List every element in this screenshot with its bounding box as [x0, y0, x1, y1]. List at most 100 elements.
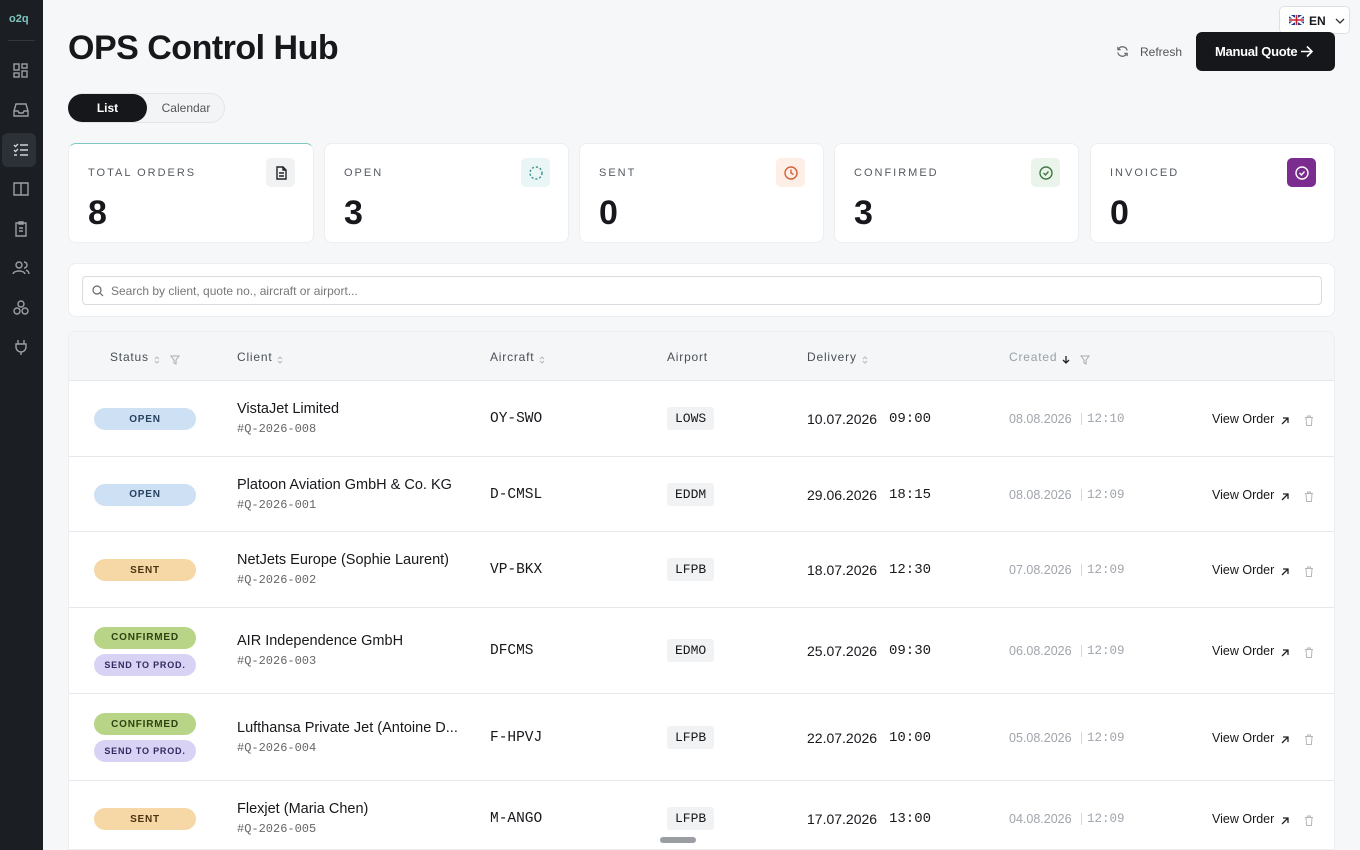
view-order-link[interactable]: View Order — [1212, 412, 1275, 426]
aircraft: M-ANGO — [490, 811, 543, 827]
sort-icons — [1062, 352, 1091, 370]
client-name: NetJets Europe (Sophie Laurent) — [237, 552, 449, 568]
external-icon — [1280, 645, 1290, 663]
created-date: 08.08.2026 — [1009, 412, 1072, 426]
tab-calendar[interactable]: Calendar — [161, 101, 211, 115]
delete-button[interactable] — [1304, 564, 1314, 582]
quote-number: #Q-2026-004 — [237, 740, 317, 755]
nav-plugin[interactable] — [11, 337, 31, 357]
logo[interactable]: o2q — [9, 13, 29, 25]
column-header[interactable]: Status — [110, 350, 149, 364]
quote-number: #Q-2026-002 — [237, 573, 317, 587]
column-header[interactable]: Aircraft — [490, 350, 535, 364]
quote-number: #Q-2026-003 — [237, 654, 317, 668]
created-date: 07.08.2026 — [1009, 563, 1072, 577]
stat-icon — [266, 158, 295, 187]
order-row: OPEN VistaJet Limited #Q-2026-008 OY-SWO LOW… — [69, 380, 1334, 456]
nav-users[interactable] — [11, 258, 31, 278]
view-order-link[interactable]: View Order — [1212, 563, 1275, 577]
column-header[interactable]: Client — [237, 350, 273, 364]
sort-icons — [154, 352, 180, 370]
refresh-button[interactable]: Refresh — [1114, 42, 1184, 62]
external-icon — [1280, 413, 1290, 431]
created-time: 12:09 — [1087, 812, 1125, 826]
view-order-link[interactable]: View Order — [1212, 812, 1275, 826]
refresh-label: Refresh — [1140, 45, 1183, 59]
sort-icons — [539, 352, 545, 370]
stat-card: TOTAL ORDERS 8 — [68, 143, 314, 243]
divider — [1081, 564, 1082, 576]
nav-inbox[interactable] — [11, 100, 31, 120]
created-time: 12:09 — [1087, 644, 1125, 658]
nav-book[interactable] — [11, 179, 31, 199]
stat-label: OPEN — [344, 167, 384, 179]
table-header: Status Client Aircraft Airport Delivery Creat… — [69, 332, 1334, 380]
delivery-date: 22.07.2026 — [807, 729, 878, 746]
order-row: CONFIRMED SEND TO PROD. AIR Independence G… — [69, 607, 1334, 693]
created-date: 05.08.2026 — [1009, 730, 1072, 745]
aircraft: F-HPVJ — [490, 729, 543, 746]
stat-icon — [776, 158, 805, 187]
column-header[interactable]: Created — [1009, 350, 1058, 364]
nav-orders[interactable] — [11, 140, 31, 160]
sidebar: o2q — [0, 0, 43, 850]
order-row: OPEN Platoon Aviation GmbH & Co. KG #Q-202… — [69, 456, 1334, 531]
status-pill: CONFIRMED — [94, 713, 196, 735]
status-pill: SEND TO PROD. — [94, 740, 196, 762]
stat-label: CONFIRMED — [854, 167, 939, 179]
stat-label: INVOICED — [1110, 167, 1180, 179]
stat-icon — [521, 158, 550, 187]
delete-button[interactable] — [1304, 732, 1314, 750]
stat-icon — [1031, 158, 1060, 187]
delivery-time: 10:00 — [889, 729, 932, 746]
divider — [1081, 645, 1082, 657]
column-header[interactable]: Airport — [667, 350, 708, 364]
status-pill: OPEN — [94, 408, 196, 430]
aircraft: D-CMSL — [490, 486, 543, 503]
client-name: Flexjet (Maria Chen) — [237, 801, 369, 817]
view-order-link[interactable]: View Order — [1212, 644, 1275, 658]
aircraft: OY-SWO — [490, 411, 543, 427]
status-pill: OPEN — [94, 483, 196, 506]
tab-list[interactable]: List — [68, 94, 147, 122]
client-name: AIR Independence GmbH — [237, 633, 404, 649]
language-select[interactable]: EN — [1279, 6, 1350, 34]
divider — [1081, 813, 1082, 825]
aircraft: DFCMS — [490, 643, 534, 659]
stat-label: SENT — [599, 167, 637, 179]
stat-value: 0 — [1110, 194, 1129, 232]
delete-button[interactable] — [1304, 813, 1314, 831]
nav-network[interactable] — [11, 298, 31, 318]
external-icon — [1280, 813, 1290, 831]
status-pill: SEND TO PROD. — [94, 653, 196, 676]
order-row: CONFIRMED SEND TO PROD. Lufthansa Private … — [69, 693, 1334, 780]
order-row: SENT NetJets Europe (Sophie Laurent) #Q-20… — [69, 531, 1334, 607]
language-label: EN — [1309, 14, 1326, 28]
divider — [1081, 488, 1082, 501]
nav-dashboard[interactable] — [11, 61, 31, 81]
column-header[interactable]: Delivery — [807, 350, 857, 364]
view-order-link[interactable]: View Order — [1212, 730, 1275, 745]
airport: LFPB — [667, 807, 715, 830]
stat-icon — [1287, 158, 1316, 187]
created-time: 12:09 — [1087, 730, 1125, 745]
stat-value: 0 — [599, 194, 618, 232]
delete-button[interactable] — [1304, 413, 1314, 431]
divider — [1081, 413, 1082, 425]
nav-clipboard[interactable] — [11, 219, 31, 239]
external-icon — [1280, 732, 1290, 750]
order-row: SENT Flexjet (Maria Chen) #Q-2026-005 M-ANG… — [69, 780, 1334, 849]
manual-quote-button[interactable]: Manual Quote — [1196, 32, 1335, 71]
view-order-link[interactable]: View Order — [1212, 487, 1275, 502]
stat-card: CONFIRMED 3 — [834, 143, 1079, 243]
quote-number: #Q-2026-001 — [237, 497, 317, 512]
delete-button[interactable] — [1304, 489, 1314, 507]
created-date: 06.08.2026 — [1009, 644, 1072, 658]
delete-button[interactable] — [1304, 645, 1314, 663]
orders-table: Status Client Aircraft Airport Delivery Creat… — [68, 331, 1335, 850]
view-tabs: List Calendar — [68, 93, 225, 123]
created-date: 04.08.2026 — [1009, 812, 1072, 826]
delivery-date: 17.07.2026 — [807, 811, 878, 827]
search-input[interactable]: Search by client, quote no., aircraft or… — [82, 276, 1322, 305]
